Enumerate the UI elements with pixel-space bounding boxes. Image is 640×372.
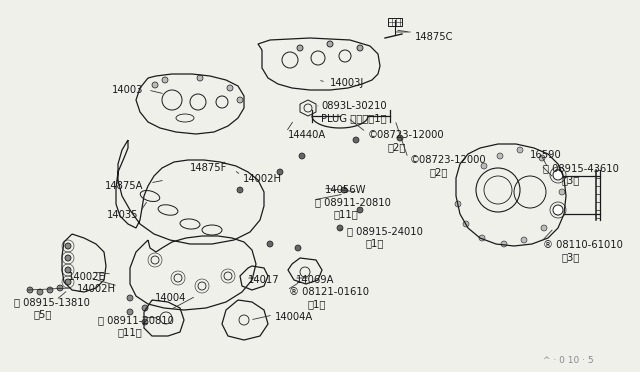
Text: ©08723-12000: ©08723-12000	[368, 130, 445, 140]
Text: Ⓝ 08911-20810: Ⓝ 08911-20810	[98, 315, 174, 325]
Text: Ⓜ 08915-43610: Ⓜ 08915-43610	[543, 163, 619, 173]
Text: 14004: 14004	[155, 293, 186, 303]
Circle shape	[341, 187, 347, 193]
Text: 14056W: 14056W	[325, 185, 367, 195]
Text: （3）: （3）	[561, 175, 579, 185]
Text: （2）: （2）	[387, 142, 405, 152]
Circle shape	[541, 225, 547, 231]
Text: ® 08110-61010: ® 08110-61010	[543, 240, 623, 250]
Text: （5）: （5）	[33, 309, 51, 319]
Text: 14875A: 14875A	[105, 181, 143, 191]
Circle shape	[479, 235, 485, 241]
Circle shape	[142, 319, 148, 325]
Text: 14440A: 14440A	[288, 130, 326, 140]
Text: 16590: 16590	[530, 150, 562, 160]
Circle shape	[295, 245, 301, 251]
Circle shape	[553, 170, 563, 180]
Circle shape	[497, 153, 503, 159]
Circle shape	[142, 305, 148, 311]
Circle shape	[127, 295, 133, 301]
Text: 14002H: 14002H	[77, 284, 116, 294]
Circle shape	[127, 309, 133, 315]
Circle shape	[539, 155, 545, 161]
Text: （2）: （2）	[430, 167, 449, 177]
Circle shape	[553, 205, 563, 215]
Text: 14003J: 14003J	[330, 78, 364, 88]
Circle shape	[57, 285, 63, 291]
Circle shape	[299, 153, 305, 159]
Text: Ⓜ 08915-24010: Ⓜ 08915-24010	[347, 226, 423, 236]
Circle shape	[277, 169, 283, 175]
Text: 14017: 14017	[248, 275, 280, 285]
Circle shape	[65, 279, 71, 285]
Text: 14035: 14035	[107, 210, 138, 220]
Circle shape	[357, 207, 363, 213]
Circle shape	[555, 209, 561, 215]
Text: 14069A: 14069A	[296, 275, 335, 285]
Text: （1）: （1）	[308, 299, 326, 309]
Circle shape	[227, 85, 233, 91]
Circle shape	[65, 267, 71, 273]
Circle shape	[337, 225, 343, 231]
Text: 14002E: 14002E	[68, 272, 106, 282]
Text: ©08723-12000: ©08723-12000	[410, 155, 486, 165]
Circle shape	[481, 163, 487, 169]
Text: Ⓝ 08915-13810: Ⓝ 08915-13810	[14, 297, 90, 307]
Text: （1）: （1）	[366, 238, 385, 248]
Circle shape	[237, 97, 243, 103]
Text: ^ · 0 10 · 5: ^ · 0 10 · 5	[543, 356, 594, 365]
Circle shape	[47, 287, 53, 293]
Circle shape	[463, 221, 469, 227]
Text: Ⓝ 08911-20810: Ⓝ 08911-20810	[315, 197, 391, 207]
Text: 14875F: 14875F	[190, 163, 227, 173]
Text: （11）: （11）	[117, 327, 141, 337]
Text: 14002H: 14002H	[243, 174, 282, 184]
Circle shape	[162, 77, 168, 83]
Circle shape	[555, 169, 561, 175]
Circle shape	[455, 201, 461, 207]
Text: （3）: （3）	[561, 252, 579, 262]
Circle shape	[65, 243, 71, 249]
Circle shape	[327, 41, 333, 47]
Text: PLUG プラグ（1）: PLUG プラグ（1）	[321, 113, 387, 123]
Circle shape	[237, 187, 243, 193]
Circle shape	[501, 241, 507, 247]
Circle shape	[27, 287, 33, 293]
Circle shape	[37, 289, 43, 295]
Circle shape	[152, 82, 158, 88]
Circle shape	[397, 135, 403, 141]
Text: 14003: 14003	[112, 85, 143, 95]
Circle shape	[357, 45, 363, 51]
Circle shape	[267, 241, 273, 247]
Text: ® 08121-01610: ® 08121-01610	[289, 287, 369, 297]
Circle shape	[197, 75, 203, 81]
Text: 0893L-30210: 0893L-30210	[321, 101, 387, 111]
Circle shape	[297, 45, 303, 51]
Circle shape	[559, 189, 565, 195]
Text: 14004A: 14004A	[275, 312, 313, 322]
Circle shape	[517, 147, 523, 153]
Text: （11）: （11）	[334, 209, 359, 219]
Circle shape	[65, 255, 71, 261]
Circle shape	[353, 137, 359, 143]
Text: 14875C: 14875C	[415, 32, 454, 42]
Circle shape	[521, 237, 527, 243]
